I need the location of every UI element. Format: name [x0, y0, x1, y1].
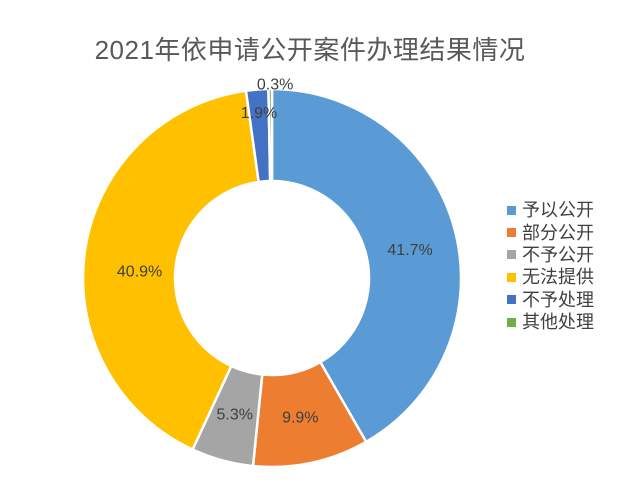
legend-label: 无法提供 — [522, 267, 594, 288]
legend-label: 其他处理 — [522, 312, 594, 333]
legend-swatch-icon — [507, 228, 516, 238]
legend-swatch-icon — [507, 250, 516, 260]
slice-label-2: 5.3% — [217, 406, 253, 423]
legend-label: 不予处理 — [522, 289, 594, 310]
pie-slice-5 — [267, 87, 274, 183]
chart-legend: 予以公开 部分公开 不予公开 无法提供 不予处理 其他处理 — [507, 199, 594, 333]
slice-label-3: 40.9% — [117, 263, 162, 280]
legend-swatch-icon — [507, 295, 516, 305]
pie-slice-3 — [81, 89, 261, 452]
legend-item: 不予处理 — [507, 289, 594, 311]
legend-label: 予以公开 — [522, 200, 594, 221]
slice-label-0: 41.7% — [387, 242, 432, 259]
legend-item: 部分公开 — [507, 221, 594, 243]
slice-label-1: 9.9% — [282, 409, 318, 426]
legend-item: 不予公开 — [507, 244, 594, 266]
legend-label: 部分公开 — [522, 222, 594, 243]
slice-label-5: 0.3% — [257, 77, 293, 94]
legend-swatch-icon — [507, 272, 516, 282]
legend-item: 无法提供 — [507, 266, 594, 288]
legend-item: 予以公开 — [507, 199, 594, 221]
legend-swatch-icon — [507, 205, 516, 215]
legend-item: 其他处理 — [507, 311, 594, 333]
slice-label-4: 1.9% — [241, 105, 277, 122]
legend-label: 不予公开 — [522, 244, 594, 265]
chart-title: 2021年依申请公开案件办理结果情况 — [94, 35, 526, 65]
legend-swatch-icon — [507, 317, 516, 327]
pie-slice-0 — [270, 87, 463, 444]
